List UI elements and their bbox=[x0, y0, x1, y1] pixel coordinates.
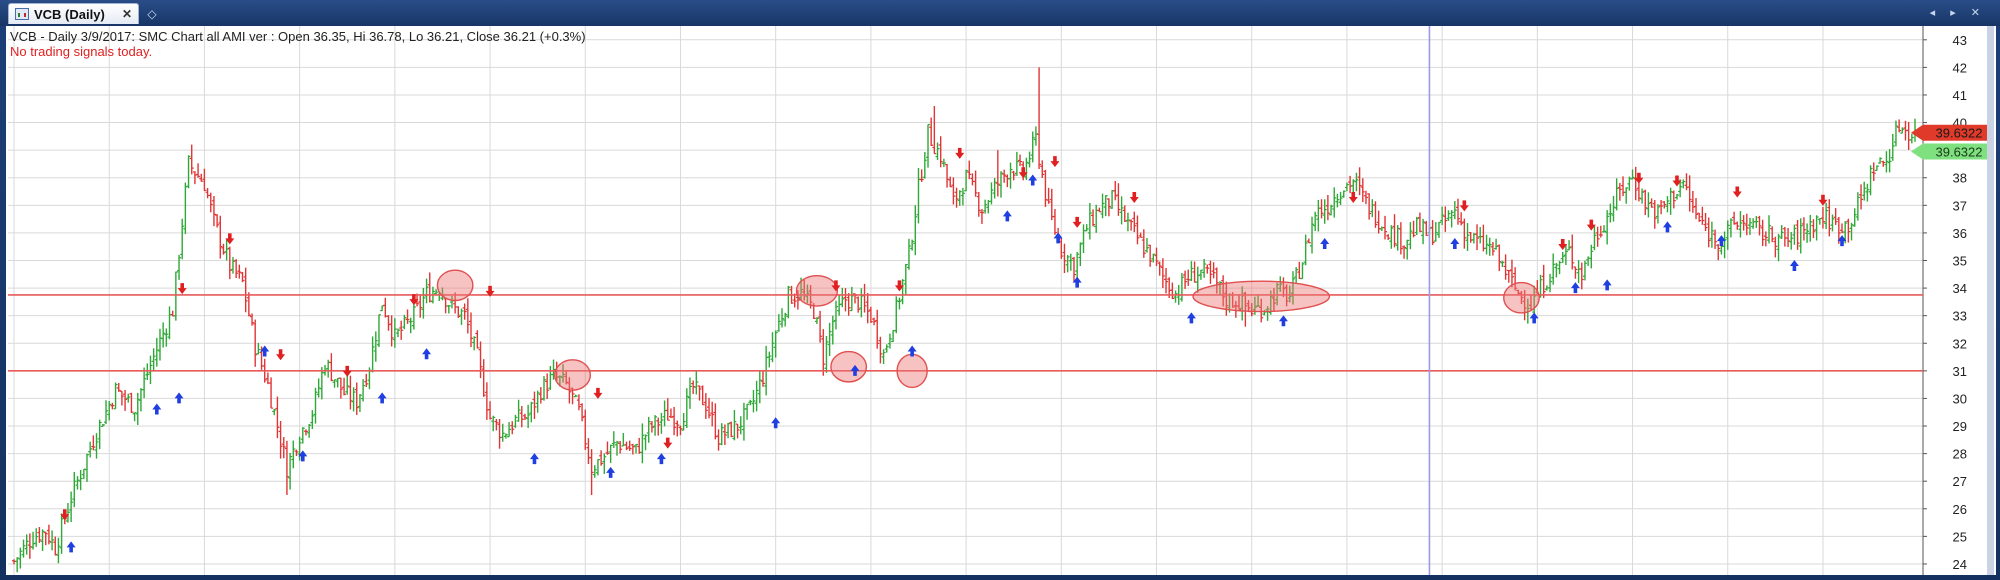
tab-vcb-daily[interactable]: VCB (Daily) ✕ bbox=[8, 3, 139, 24]
buy-arrow-icon bbox=[850, 364, 860, 376]
price-tick-label: 36 bbox=[1953, 226, 1967, 241]
new-tab-icon[interactable]: ◇ bbox=[147, 7, 157, 21]
sell-arrow-icon bbox=[1672, 175, 1682, 187]
price-tick-label: 35 bbox=[1953, 253, 1967, 268]
price-tick-label: 34 bbox=[1953, 281, 1967, 296]
buy-arrow-icon bbox=[298, 450, 308, 462]
sell-arrow-icon bbox=[1634, 172, 1644, 184]
buy-arrow-icon bbox=[1002, 210, 1012, 222]
sell-arrow-icon bbox=[831, 280, 841, 292]
buy-arrow-icon bbox=[1186, 312, 1196, 324]
tab-bar: VCB (Daily) ✕ ◇ ◂ ▸ ✕ bbox=[0, 0, 2000, 26]
highlight-ellipse bbox=[554, 359, 591, 391]
price-tick-label: 32 bbox=[1953, 336, 1967, 351]
last-price-label: 39.6322 bbox=[1936, 145, 1983, 160]
scrollbar[interactable] bbox=[1987, 26, 1994, 575]
buy-arrow-icon bbox=[1789, 260, 1799, 272]
buy-arrow-icon bbox=[606, 466, 616, 478]
buy-arrow-icon bbox=[771, 417, 781, 429]
sell-arrow-icon bbox=[1050, 156, 1060, 168]
buy-arrow-icon bbox=[174, 392, 184, 404]
buy-arrow-icon bbox=[1662, 221, 1672, 233]
buy-arrow-icon bbox=[152, 403, 162, 415]
sell-arrow-icon bbox=[177, 283, 187, 295]
price-tick-label: 43 bbox=[1953, 33, 1967, 48]
buy-arrow-icon bbox=[1570, 282, 1580, 294]
price-tick-label: 29 bbox=[1953, 419, 1967, 434]
buy-arrow-icon bbox=[1529, 312, 1539, 324]
price-tick-label: 41 bbox=[1953, 88, 1967, 103]
buy-arrow-icon bbox=[1602, 279, 1612, 291]
sell-arrow-icon bbox=[1586, 219, 1596, 231]
close-icon[interactable]: ✕ bbox=[121, 7, 132, 21]
sell-arrow-icon bbox=[1348, 192, 1358, 204]
highlight-ellipse bbox=[1192, 280, 1331, 313]
highlight-ellipse bbox=[1503, 281, 1540, 314]
price-tick-label: 37 bbox=[1953, 198, 1967, 213]
highlight-ellipse bbox=[795, 274, 839, 307]
buy-arrow-icon bbox=[66, 541, 76, 553]
sell-arrow-icon bbox=[342, 365, 352, 377]
buy-arrow-icon bbox=[1450, 237, 1460, 249]
sell-arrow-icon bbox=[225, 233, 235, 245]
chart-info: VCB - Daily 3/9/2017: SMC Chart all AMI … bbox=[10, 29, 586, 59]
last-price-label: 39.6322 bbox=[1936, 126, 1983, 141]
sell-arrow-icon bbox=[1459, 200, 1469, 212]
buy-arrow-icon bbox=[1320, 237, 1330, 249]
highlight-ellipse bbox=[436, 269, 474, 302]
buy-arrow-icon bbox=[656, 453, 666, 465]
price-chart[interactable]: 2425262728293031323334353637383940414243… bbox=[6, 26, 1996, 575]
price-tick-label: 42 bbox=[1953, 60, 1967, 75]
price-tick-label: 24 bbox=[1953, 557, 1967, 572]
buy-arrow-icon bbox=[1053, 232, 1063, 244]
sell-arrow-icon bbox=[276, 349, 286, 361]
buy-arrow-icon bbox=[1028, 174, 1038, 186]
sell-arrow-icon bbox=[1129, 192, 1139, 204]
sell-arrow-icon bbox=[485, 285, 495, 297]
sell-arrow-icon bbox=[1018, 167, 1028, 179]
buy-arrow-icon bbox=[907, 345, 917, 357]
price-tick-label: 38 bbox=[1953, 171, 1967, 186]
price-tick-label: 28 bbox=[1953, 447, 1967, 462]
buy-arrow-icon bbox=[1837, 235, 1847, 247]
chart-area[interactable]: 2425262728293031323334353637383940414243… bbox=[6, 26, 1996, 575]
sell-arrow-icon bbox=[663, 437, 673, 449]
buy-arrow-icon bbox=[1278, 315, 1288, 327]
price-axis bbox=[1923, 26, 1996, 575]
buy-arrow-icon bbox=[529, 453, 539, 465]
sell-arrow-icon bbox=[409, 294, 419, 306]
price-tick-label: 26 bbox=[1953, 502, 1967, 517]
buy-arrow-icon bbox=[422, 348, 432, 360]
price-tick-label: 25 bbox=[1953, 529, 1967, 544]
buy-arrow-icon bbox=[1072, 276, 1082, 288]
sell-arrow-icon bbox=[1558, 238, 1568, 250]
sell-arrow-icon bbox=[1732, 186, 1742, 198]
price-tick-label: 33 bbox=[1953, 309, 1967, 324]
buy-arrow-icon bbox=[377, 392, 387, 404]
sell-arrow-icon bbox=[894, 280, 904, 292]
sell-arrow-icon bbox=[1818, 194, 1828, 206]
buy-arrow-icon bbox=[260, 345, 270, 357]
window-controls[interactable]: ◂ ▸ ✕ bbox=[1929, 7, 1986, 19]
price-tick-label: 31 bbox=[1953, 364, 1967, 379]
buy-arrow-icon bbox=[1716, 235, 1726, 247]
signal-status: No trading signals today. bbox=[10, 44, 153, 59]
price-tick-label: 27 bbox=[1953, 474, 1967, 489]
last-price-marker bbox=[1911, 143, 1993, 160]
tab-title: VCB (Daily) bbox=[34, 6, 105, 22]
ohlc-readout: VCB - Daily 3/9/2017: SMC Chart all AMI … bbox=[10, 29, 586, 44]
sell-arrow-icon bbox=[60, 509, 70, 521]
sell-arrow-icon bbox=[593, 387, 603, 399]
highlight-ellipse bbox=[830, 350, 868, 383]
price-tick-label: 30 bbox=[1953, 391, 1967, 406]
last-price-marker bbox=[1911, 124, 1993, 141]
sell-arrow-icon bbox=[1072, 216, 1082, 228]
sell-arrow-icon bbox=[955, 147, 965, 159]
highlight-ellipse bbox=[896, 353, 928, 389]
chart-icon bbox=[15, 8, 29, 20]
